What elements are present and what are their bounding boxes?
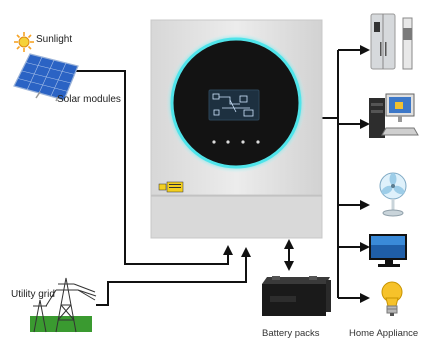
control-buttons <box>212 140 260 144</box>
inverter-icon <box>150 19 323 239</box>
solar-wire <box>70 70 233 265</box>
output-wire <box>322 117 339 298</box>
warning-label <box>158 181 184 193</box>
solar-modules-label: Solar modules <box>57 94 121 105</box>
fan-icon <box>379 172 407 217</box>
power-tower-icon <box>30 277 97 333</box>
grid-wire <box>96 247 251 306</box>
sun-icon <box>14 32 34 52</box>
computer-icon <box>369 93 419 138</box>
refrigerator-icon <box>370 13 413 70</box>
solar-panel-icon <box>13 53 79 102</box>
home-appliance-label: Home Appliance <box>349 328 419 339</box>
tv-icon <box>369 234 407 267</box>
button-3 <box>241 140 245 144</box>
button-1 <box>212 140 216 144</box>
battery-packs-label: Battery packs <box>262 328 320 339</box>
button-2 <box>226 140 230 144</box>
button-4 <box>256 140 260 144</box>
wiring <box>70 45 370 306</box>
utility-grid-label: Utility grid <box>11 289 55 300</box>
sunlight-label: Sunlight <box>36 34 73 45</box>
display-screen <box>208 89 260 121</box>
battery-icon <box>262 276 331 316</box>
light-bulb-icon <box>381 281 403 316</box>
